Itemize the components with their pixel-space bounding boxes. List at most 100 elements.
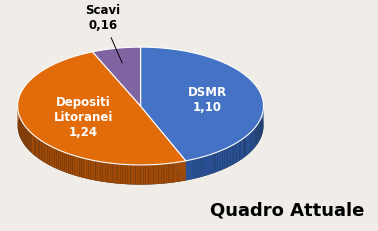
Polygon shape xyxy=(75,156,77,176)
Polygon shape xyxy=(110,163,113,183)
Polygon shape xyxy=(62,152,64,172)
Polygon shape xyxy=(48,145,50,165)
Polygon shape xyxy=(53,147,55,168)
Polygon shape xyxy=(229,146,231,167)
Polygon shape xyxy=(20,119,21,139)
Polygon shape xyxy=(93,160,96,180)
Polygon shape xyxy=(38,139,40,159)
Polygon shape xyxy=(196,158,198,178)
Polygon shape xyxy=(243,137,245,158)
Polygon shape xyxy=(18,67,263,185)
Polygon shape xyxy=(261,116,262,137)
Polygon shape xyxy=(214,153,215,173)
Polygon shape xyxy=(123,164,125,184)
Polygon shape xyxy=(250,132,251,152)
Polygon shape xyxy=(234,144,235,164)
Polygon shape xyxy=(108,163,110,183)
Polygon shape xyxy=(57,149,59,170)
Polygon shape xyxy=(186,160,188,180)
Polygon shape xyxy=(251,131,252,151)
Polygon shape xyxy=(115,164,118,184)
Polygon shape xyxy=(25,127,26,147)
Polygon shape xyxy=(128,165,130,184)
Polygon shape xyxy=(256,125,257,145)
Polygon shape xyxy=(260,118,261,139)
Polygon shape xyxy=(133,165,135,185)
Polygon shape xyxy=(174,162,176,182)
Polygon shape xyxy=(239,140,241,161)
Polygon shape xyxy=(33,134,34,155)
Polygon shape xyxy=(77,156,79,177)
Polygon shape xyxy=(238,141,239,162)
Polygon shape xyxy=(255,127,256,147)
Polygon shape xyxy=(64,152,67,173)
Polygon shape xyxy=(208,155,210,175)
Polygon shape xyxy=(258,123,259,143)
Polygon shape xyxy=(44,143,46,163)
Polygon shape xyxy=(141,106,186,180)
Polygon shape xyxy=(226,148,228,168)
Polygon shape xyxy=(219,151,221,171)
Polygon shape xyxy=(183,161,186,181)
Polygon shape xyxy=(241,139,242,160)
Polygon shape xyxy=(169,163,171,183)
Polygon shape xyxy=(252,130,253,150)
Polygon shape xyxy=(245,137,246,157)
Polygon shape xyxy=(247,135,248,155)
Polygon shape xyxy=(27,129,28,150)
Text: Scavi
0,16: Scavi 0,16 xyxy=(85,4,122,63)
Polygon shape xyxy=(73,155,75,176)
Polygon shape xyxy=(232,144,234,165)
Polygon shape xyxy=(60,151,62,171)
Polygon shape xyxy=(141,47,263,161)
Polygon shape xyxy=(29,131,31,152)
Polygon shape xyxy=(248,134,249,154)
Polygon shape xyxy=(67,153,68,173)
Polygon shape xyxy=(188,160,190,180)
Polygon shape xyxy=(223,149,224,170)
Polygon shape xyxy=(194,158,196,179)
Polygon shape xyxy=(210,154,212,174)
Polygon shape xyxy=(93,47,141,106)
Polygon shape xyxy=(212,153,214,174)
Polygon shape xyxy=(118,164,120,184)
Polygon shape xyxy=(204,156,206,176)
Polygon shape xyxy=(37,138,38,158)
Polygon shape xyxy=(22,122,23,143)
Polygon shape xyxy=(231,145,232,166)
Polygon shape xyxy=(26,128,27,149)
Polygon shape xyxy=(46,144,48,164)
Polygon shape xyxy=(228,147,229,167)
Polygon shape xyxy=(82,158,84,178)
Polygon shape xyxy=(138,165,141,185)
Polygon shape xyxy=(105,162,108,182)
Polygon shape xyxy=(143,165,146,185)
Polygon shape xyxy=(130,165,133,185)
Polygon shape xyxy=(237,142,238,162)
Polygon shape xyxy=(148,165,151,185)
Polygon shape xyxy=(192,159,194,179)
Polygon shape xyxy=(224,149,226,169)
Polygon shape xyxy=(120,164,123,184)
Polygon shape xyxy=(200,157,202,177)
Polygon shape xyxy=(88,159,91,179)
Polygon shape xyxy=(34,136,36,156)
Polygon shape xyxy=(113,163,115,183)
Polygon shape xyxy=(215,152,217,172)
Polygon shape xyxy=(40,140,41,160)
Polygon shape xyxy=(68,154,71,174)
Polygon shape xyxy=(235,143,237,163)
Polygon shape xyxy=(24,124,25,145)
Polygon shape xyxy=(18,52,186,165)
Polygon shape xyxy=(257,124,258,144)
Polygon shape xyxy=(153,164,156,184)
Polygon shape xyxy=(36,137,37,157)
Polygon shape xyxy=(141,106,186,180)
Polygon shape xyxy=(164,164,166,184)
Polygon shape xyxy=(125,164,128,184)
Polygon shape xyxy=(21,120,22,140)
Polygon shape xyxy=(86,159,88,179)
Text: Depositi
Litoranei
1,24: Depositi Litoranei 1,24 xyxy=(54,96,113,139)
Polygon shape xyxy=(249,133,250,153)
Polygon shape xyxy=(19,116,20,137)
